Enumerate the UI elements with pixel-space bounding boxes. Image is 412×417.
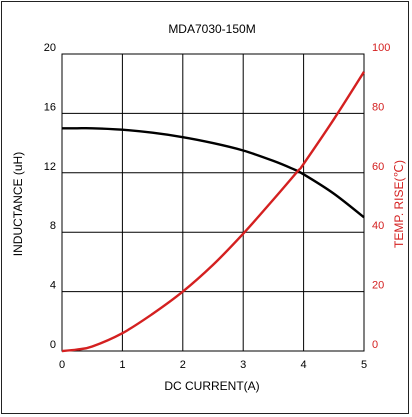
plot-border xyxy=(61,53,365,352)
y-axis-label-right: TEMP. RISE(℃) xyxy=(392,160,406,248)
y-right-tick-label: 40 xyxy=(372,220,384,232)
x-tick-label: 2 xyxy=(180,359,186,371)
x-tick-label: 0 xyxy=(59,359,65,371)
y-axis-label-left: INDUCTANCE (uH) xyxy=(11,152,25,256)
x-tick-label: 1 xyxy=(119,359,125,371)
y-right-tick-label: 20 xyxy=(372,280,384,292)
y-left-tick-label: 16 xyxy=(44,101,56,113)
inductance-line xyxy=(62,126,365,219)
y-left-tick-label: 0 xyxy=(50,339,56,351)
x-axis-label: DC CURRENT(A) xyxy=(164,379,259,393)
temp-rise-line xyxy=(61,71,366,353)
grid xyxy=(61,53,365,352)
chart-title: MDA7030-150M xyxy=(168,22,255,36)
y-right-tick-label: 0 xyxy=(372,339,378,351)
y-left-tick-label: 12 xyxy=(44,161,56,173)
series-layer xyxy=(61,71,366,353)
y-left-tick-label: 8 xyxy=(50,220,56,232)
y-right-tick-label: 60 xyxy=(372,161,384,173)
y-left-tick-label: 20 xyxy=(44,42,56,54)
y-right-tick-label: 100 xyxy=(372,42,390,54)
x-tick-label: 5 xyxy=(361,359,367,371)
y-left-tick-label: 4 xyxy=(50,280,56,292)
x-tick-label: 4 xyxy=(301,359,307,371)
y-right-tick-label: 80 xyxy=(372,101,384,113)
x-tick-label: 3 xyxy=(240,359,246,371)
